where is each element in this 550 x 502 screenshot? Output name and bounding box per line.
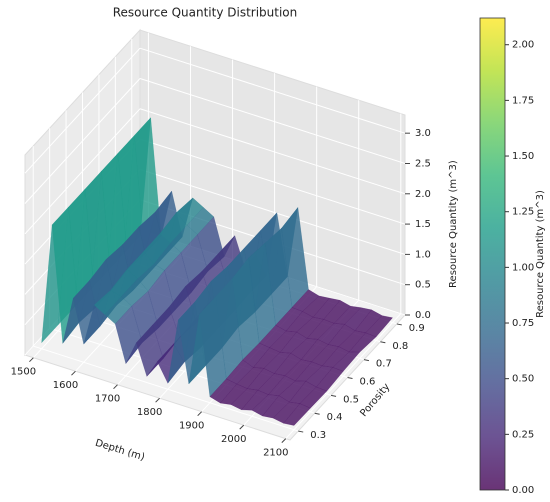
y-tick-label: 0.3: [310, 430, 326, 441]
y-tick-label: 0.8: [392, 341, 408, 352]
x-tick-label: 1700: [95, 394, 120, 405]
z-tick-label: 2.5: [415, 158, 431, 169]
x-tick: [239, 424, 245, 430]
z-tick-label: 2.0: [415, 189, 431, 200]
x-tick: [155, 397, 160, 403]
surface: [41, 117, 393, 426]
z-tick-label: 1.0: [415, 249, 431, 260]
x-tick-label: 1800: [137, 407, 162, 418]
x-tick: [71, 370, 76, 376]
grid-line: [33, 345, 299, 432]
z-tick-label: 0.0: [415, 310, 431, 321]
grid-line: [24, 47, 141, 174]
x-tick-label: 2000: [221, 434, 246, 445]
grid-line: [139, 78, 406, 164]
colorbar-tick-label: 0.25: [512, 429, 534, 440]
colorbar-tick-label: 1.25: [512, 207, 534, 218]
colorbar-tick-label: 1.75: [512, 95, 534, 106]
grid-line: [139, 108, 406, 195]
colorbar-tick-label: 1.00: [512, 262, 534, 273]
y-tick: [298, 430, 304, 433]
grid-line: [139, 138, 406, 225]
colorbar: 0.00 0.25 0.50 0.75 1.00 1.25 1.50 1.75 2.00 Reso…: [479, 17, 546, 496]
colorbar-tick-label: 0.75: [512, 318, 534, 329]
chart-title: Resource Quantity Distribution: [113, 6, 298, 20]
x-tick: [113, 384, 118, 390]
x-tick-label: 1500: [11, 367, 36, 378]
z-tick-label: 1.5: [415, 219, 431, 230]
colorbar-label: Resource Quantity (m^3): [535, 190, 546, 318]
grid-line: [139, 168, 406, 255]
surface-cell: [283, 403, 311, 426]
x-tick-label: 2100: [263, 448, 288, 459]
y-tick: [363, 359, 370, 362]
x-tick-label: 1600: [53, 380, 78, 391]
x-axis-label: Depth (m): [94, 438, 146, 464]
colorbar-scale: [479, 17, 506, 491]
colorbar-tick-label: 1.50: [512, 151, 534, 162]
y-tick-label: 0.9: [409, 323, 425, 334]
y-tick: [330, 394, 337, 397]
colorbar-tick-label: 2.00: [512, 40, 534, 51]
y-tick-label: 0.4: [327, 412, 343, 423]
grid-line: [139, 47, 406, 134]
x-tick: [197, 411, 203, 417]
y-tick-label: 0.7: [376, 359, 392, 370]
x-tick: [281, 438, 287, 444]
y-tick-label: 0.5: [343, 394, 359, 405]
colorbar-tick-label: 0.00: [512, 485, 534, 496]
z-axis-label: Resource Quantity (m^3): [448, 160, 459, 288]
grid-line: [24, 78, 141, 204]
x-tick: [29, 357, 34, 363]
y-tick: [314, 412, 320, 415]
grid-line: [24, 108, 141, 235]
y-tick-label: 0.6: [360, 377, 376, 388]
x-tick-label: 1900: [179, 421, 204, 432]
z-tick-label: 3.0: [415, 128, 431, 139]
z-tick-label: 0.5: [415, 280, 431, 291]
y-tick: [347, 377, 353, 379]
colorbar-tick-label: 0.50: [512, 374, 534, 385]
y-tick: [396, 323, 402, 326]
y-tick: [380, 341, 386, 344]
